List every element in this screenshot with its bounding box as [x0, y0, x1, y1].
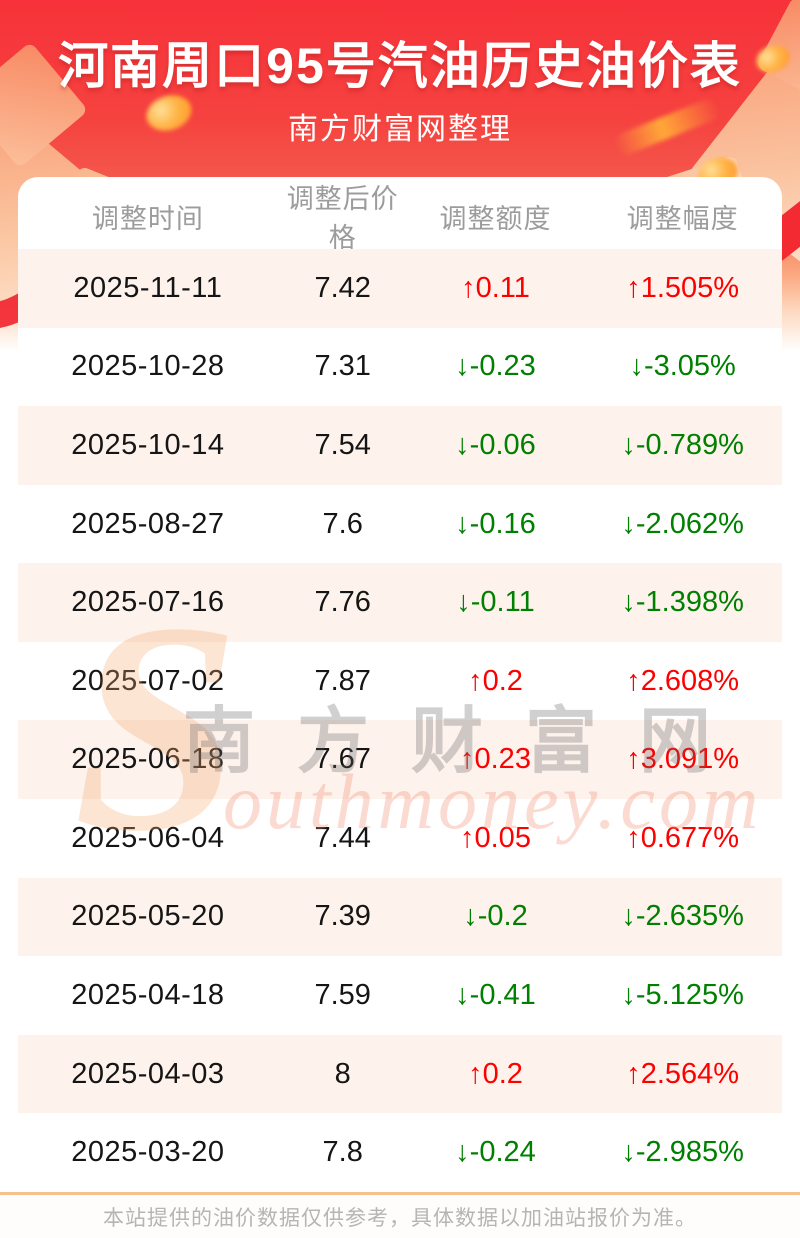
table-row: 2025-10-28 7.31 ↓-0.23 ↓-3.05% [18, 328, 782, 407]
cell-price: 7.59 [314, 978, 371, 1011]
table-row: 2025-04-18 7.59 ↓-0.41 ↓-5.125% [18, 956, 782, 1035]
cell-date: 2025-08-27 [71, 507, 225, 540]
table-row: 2025-05-20 7.39 ↓-0.2 ↓-2.635% [18, 877, 782, 957]
column-header-change: 调整额度 [439, 203, 552, 234]
cell-price: 7.39 [314, 900, 371, 933]
cell-rate: ↑0.677% [626, 821, 740, 854]
cell-date: 2025-06-04 [71, 821, 225, 854]
cell-price: 7.67 [314, 743, 371, 776]
table-row: 2025-07-16 7.76 ↓-0.11 ↓-1.398% [18, 563, 782, 642]
cell-change: ↓-0.06 [455, 428, 536, 461]
cell-price: 7.87 [314, 664, 371, 697]
table-row: 2025-04-03 8 ↑0.2 ↑2.564% [18, 1034, 782, 1114]
cell-rate: ↓-1.398% [621, 586, 744, 619]
page-subtitle: 南方财富网整理 [288, 113, 512, 146]
cell-price: 7.54 [314, 428, 371, 461]
cell-rate: ↓-2.635% [621, 900, 744, 933]
footer-note: 本站提供的油价数据仅供参考，具体数据以加油站报价为准。 [103, 1206, 697, 1230]
cell-price: 7.76 [314, 586, 371, 619]
table-row: 2025-11-11 7.42 ↑0.11 ↑1.505% [18, 249, 782, 328]
cell-date: 2025-07-16 [71, 586, 225, 619]
cell-price: 7.31 [314, 350, 371, 383]
cell-rate: ↓-2.985% [621, 1136, 744, 1169]
cell-price: 7.6 [322, 507, 363, 540]
cell-rate: ↑3.091% [626, 743, 740, 776]
cell-date: 2025-10-14 [71, 428, 225, 461]
cell-date: 2025-11-11 [73, 271, 223, 304]
column-header-price: 调整后价格 [286, 184, 399, 253]
cell-rate: ↑1.505% [626, 271, 740, 304]
table-body: 2025-11-11 7.42 ↑0.11 ↑1.505% 2025-10-28… [18, 249, 782, 1192]
cell-price: 7.42 [314, 271, 371, 304]
cell-rate: ↓-0.789% [621, 428, 744, 461]
table-header-row: 调整时间 调整后价格 调整额度 调整幅度 [18, 177, 782, 253]
cell-date: 2025-04-18 [71, 978, 225, 1011]
footer: 本站提供的油价数据仅供参考，具体数据以加油站报价为准。 [0, 1192, 800, 1238]
cell-date: 2025-06-18 [71, 743, 225, 776]
cell-price: 8 [334, 1057, 351, 1090]
table-row: 2025-06-04 7.44 ↑0.05 ↑0.677% [18, 799, 782, 878]
cell-date: 2025-05-20 [71, 900, 225, 933]
cell-change: ↑0.23 [460, 743, 531, 776]
cell-change: ↓-0.23 [455, 350, 536, 383]
cell-change: ↓-0.24 [455, 1136, 536, 1169]
cell-date: 2025-04-03 [71, 1057, 225, 1090]
table-row: 2025-03-20 7.8 ↓-0.24 ↓-2.985% [18, 1113, 782, 1192]
price-table-card: 调整时间 调整后价格 调整额度 调整幅度 2025-11-11 7.42 ↑0.… [18, 177, 782, 1192]
column-header-rate: 调整幅度 [626, 203, 739, 234]
cell-change: ↑0.05 [460, 821, 531, 854]
cell-date: 2025-10-28 [71, 350, 225, 383]
cell-change: ↑0.11 [461, 271, 530, 304]
table-row: 2025-07-02 7.87 ↑0.2 ↑2.608% [18, 642, 782, 721]
table-row: 2025-06-18 7.67 ↑0.23 ↑3.091% [18, 720, 782, 800]
cell-price: 7.44 [314, 821, 371, 854]
cell-change: ↓-0.2 [463, 900, 528, 933]
cell-change: ↓-0.11 [456, 586, 535, 619]
cell-change: ↓-0.41 [455, 978, 536, 1011]
cell-date: 2025-03-20 [71, 1136, 225, 1169]
cell-price: 7.8 [322, 1136, 363, 1169]
cell-change: ↑0.2 [468, 664, 523, 697]
table-row: 2025-08-27 7.6 ↓-0.16 ↓-2.062% [18, 485, 782, 564]
page-title: 河南周口95号汽油历史油价表 [58, 38, 742, 94]
cell-rate: ↓-5.125% [621, 978, 744, 1011]
cell-change: ↑0.2 [468, 1057, 523, 1090]
cell-date: 2025-07-02 [71, 664, 225, 697]
cell-rate: ↑2.608% [626, 664, 740, 697]
column-header-date: 调整时间 [91, 203, 204, 234]
cell-change: ↓-0.16 [455, 507, 536, 540]
table-row: 2025-10-14 7.54 ↓-0.06 ↓-0.789% [18, 406, 782, 485]
cell-rate: ↓-3.05% [629, 350, 736, 383]
cell-rate: ↑2.564% [626, 1057, 740, 1090]
cell-rate: ↓-2.062% [621, 507, 744, 540]
